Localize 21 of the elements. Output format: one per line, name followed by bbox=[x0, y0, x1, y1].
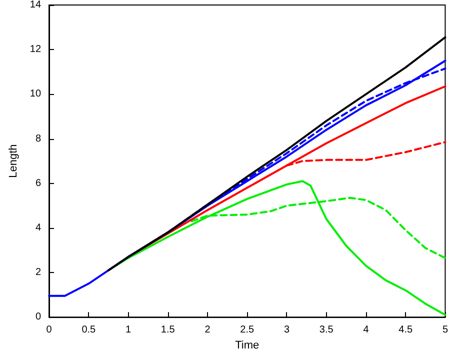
y-tick-label: 12 bbox=[30, 44, 42, 56]
x-tick-label: 0.5 bbox=[82, 324, 96, 336]
y-tick-label: 10 bbox=[30, 88, 42, 100]
x-tick-label: 0 bbox=[46, 324, 52, 336]
y-tick-label: 2 bbox=[35, 267, 42, 278]
y-tick-label: 4 bbox=[35, 222, 42, 234]
x-tick-label: 2 bbox=[204, 324, 211, 336]
y-tick-label: 6 bbox=[35, 178, 42, 189]
x-tick-label: 4.5 bbox=[398, 324, 413, 336]
y-axis-title: Length bbox=[8, 144, 20, 178]
x-tick-label: 1 bbox=[125, 324, 132, 336]
y-tick-label: 8 bbox=[35, 133, 42, 144]
y-tick-label: 14 bbox=[30, 0, 42, 10]
x-tick-label: 1.5 bbox=[160, 324, 176, 336]
x-tick-label: 5 bbox=[442, 324, 448, 336]
x-axis-title: Time bbox=[235, 340, 260, 352]
y-tick-label: 0 bbox=[35, 312, 42, 323]
x-tick-label: 3.5 bbox=[319, 324, 334, 336]
x-tick-label: 2.5 bbox=[240, 324, 255, 336]
x-tick-label: 4 bbox=[363, 324, 370, 336]
x-tick-label: 3 bbox=[284, 324, 290, 336]
